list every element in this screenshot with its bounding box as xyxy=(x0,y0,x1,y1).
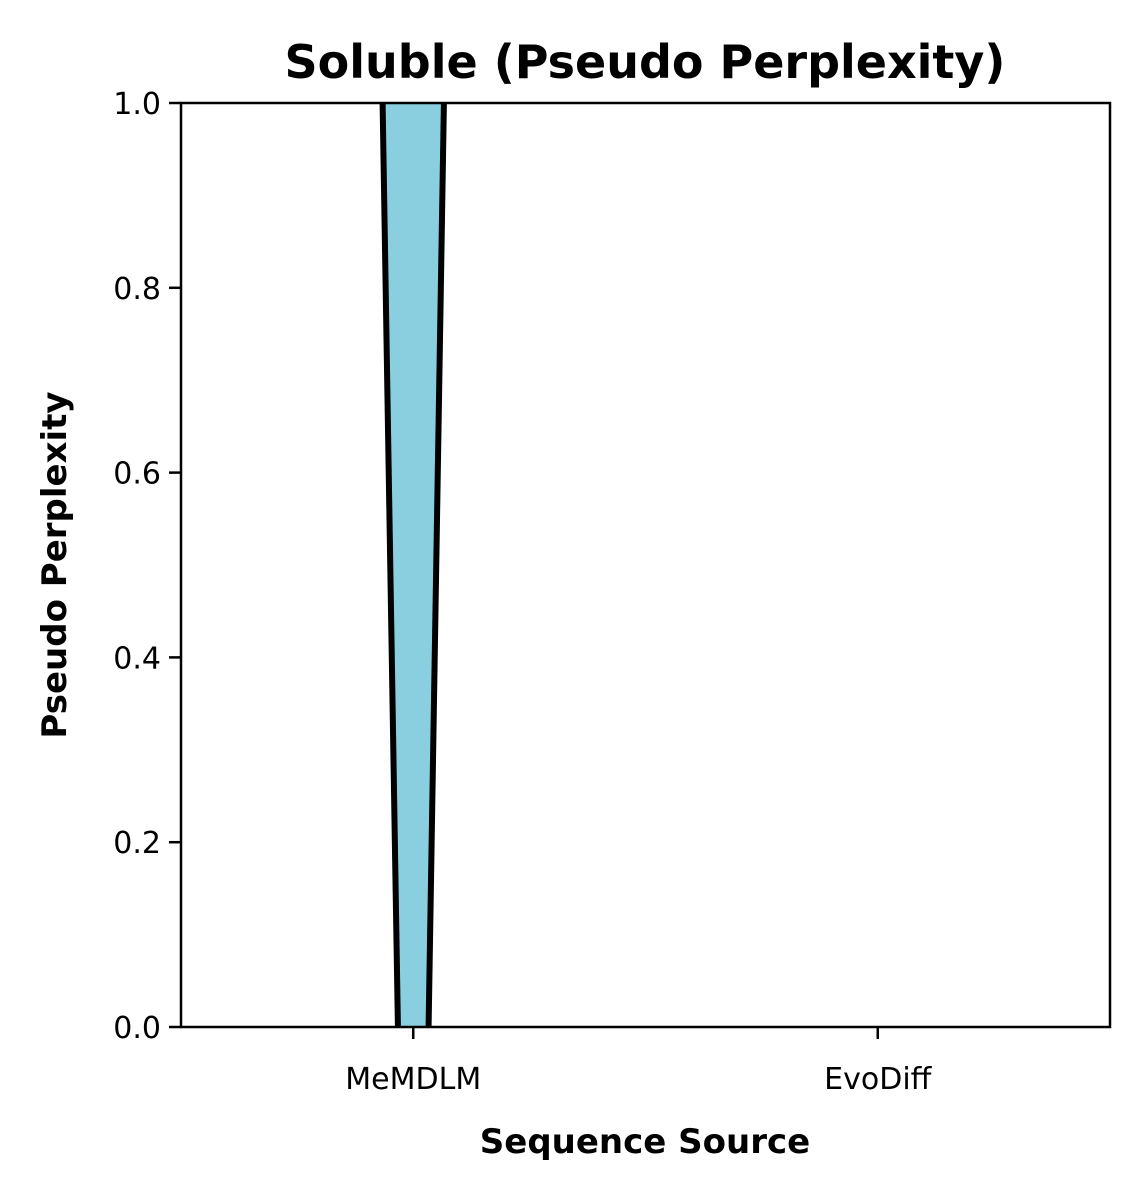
y-tick-label: 0.4 xyxy=(113,641,161,676)
y-tick-label: 1.0 xyxy=(113,87,161,122)
plot-area xyxy=(379,103,447,1027)
y-axis-label: Pseudo Perplexity xyxy=(35,391,75,738)
x-tick-label-evodiff: EvoDiff xyxy=(824,1062,932,1097)
x-axis: MeMDLM EvoDiff xyxy=(345,1027,933,1097)
plot-frame xyxy=(179,101,1112,1029)
x-axis-label: Sequence Source xyxy=(480,1122,810,1162)
y-tick-label: 0.0 xyxy=(113,1011,161,1046)
y-tick-label: 0.8 xyxy=(113,272,161,307)
y-tick-label: 0.2 xyxy=(113,826,161,861)
violin-body-memdlm xyxy=(379,103,447,1027)
y-axis: 0.0 0.2 0.4 0.6 0.8 1.0 xyxy=(113,87,181,1046)
x-tick-label-memdlm: MeMDLM xyxy=(345,1062,481,1097)
chart-title: Soluble (Pseudo Perplexity) xyxy=(285,35,1006,89)
y-tick-label: 0.6 xyxy=(113,457,161,492)
